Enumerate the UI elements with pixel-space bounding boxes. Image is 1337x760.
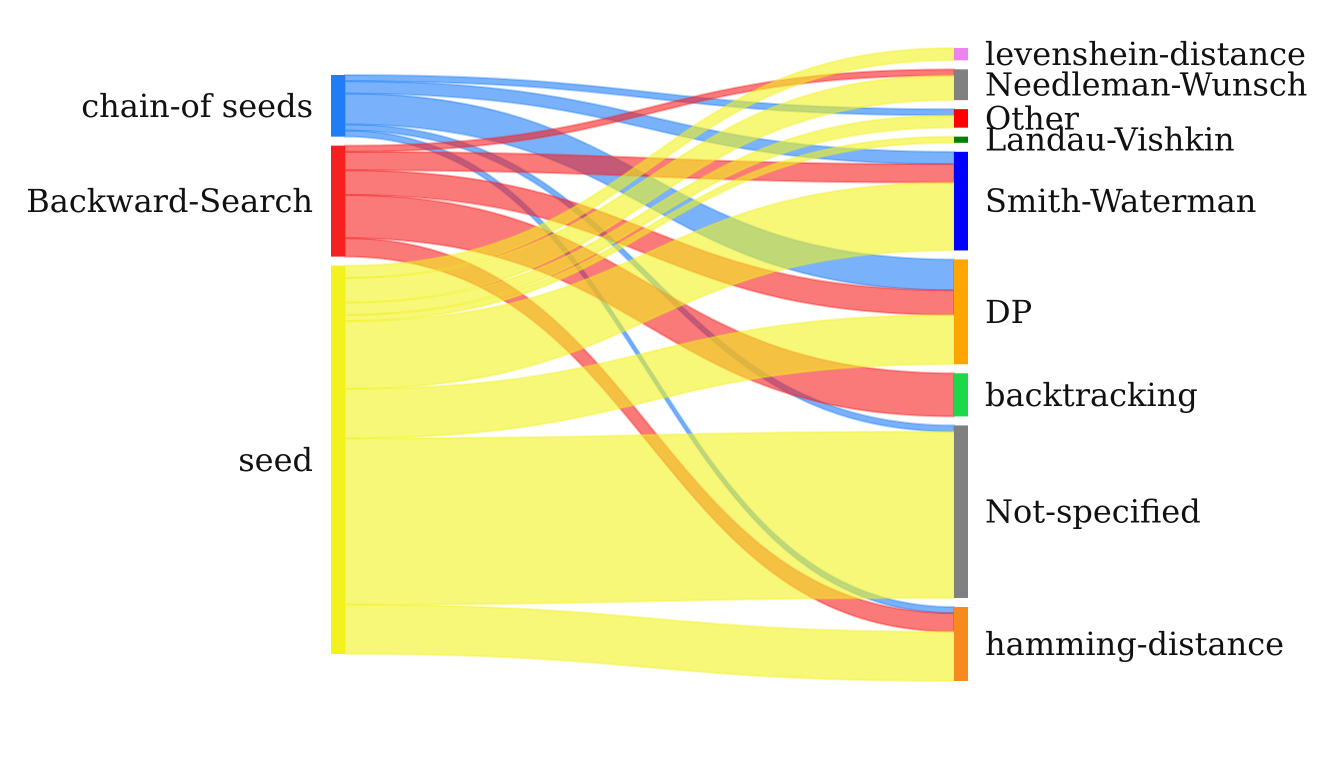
link-seed-to-lev[interactable] — [344, 46, 955, 279]
node-backward[interactable] — [331, 145, 345, 257]
node-label-hd: hamming-distance — [985, 625, 1284, 663]
node-label-bt: backtracking — [985, 376, 1198, 414]
node-ns[interactable] — [954, 425, 968, 599]
node-label-sw: Smith-Waterman — [985, 182, 1256, 220]
node-seed[interactable] — [331, 265, 345, 654]
node-label-dp: DP — [985, 293, 1032, 331]
labels-layer: chain-of seeds Backward-Search seed levensh… — [26, 35, 1307, 663]
node-dp[interactable] — [954, 259, 968, 365]
node-label-seed: seed — [238, 441, 313, 479]
node-label-nw: Needleman-Wunsch — [985, 66, 1307, 104]
nodes-layer — [331, 48, 968, 681]
node-nw[interactable] — [954, 69, 968, 101]
node-label-chain: chain-of seeds — [81, 87, 313, 125]
link-seed-to-sw[interactable] — [344, 181, 955, 390]
link-seed-to-nw[interactable] — [344, 74, 955, 304]
node-other[interactable] — [954, 109, 968, 128]
node-hd[interactable] — [954, 607, 968, 681]
node-chain[interactable] — [331, 75, 345, 137]
node-label-other: Other — [985, 99, 1080, 137]
link-seed-to-ns[interactable] — [344, 430, 955, 606]
node-lev[interactable] — [954, 48, 968, 61]
node-sw[interactable] — [954, 151, 968, 251]
node-label-lv: Landau-Vishkin — [985, 121, 1235, 159]
node-label-ns: Not-specified — [985, 493, 1201, 531]
node-bt[interactable] — [954, 373, 968, 417]
link-seed-to-dp[interactable] — [344, 313, 955, 440]
links-layer — [344, 46, 955, 683]
node-label-lev: levenshein-distance — [985, 35, 1306, 73]
node-lv[interactable] — [954, 136, 968, 143]
node-label-backward: Backward-Search — [26, 182, 313, 220]
